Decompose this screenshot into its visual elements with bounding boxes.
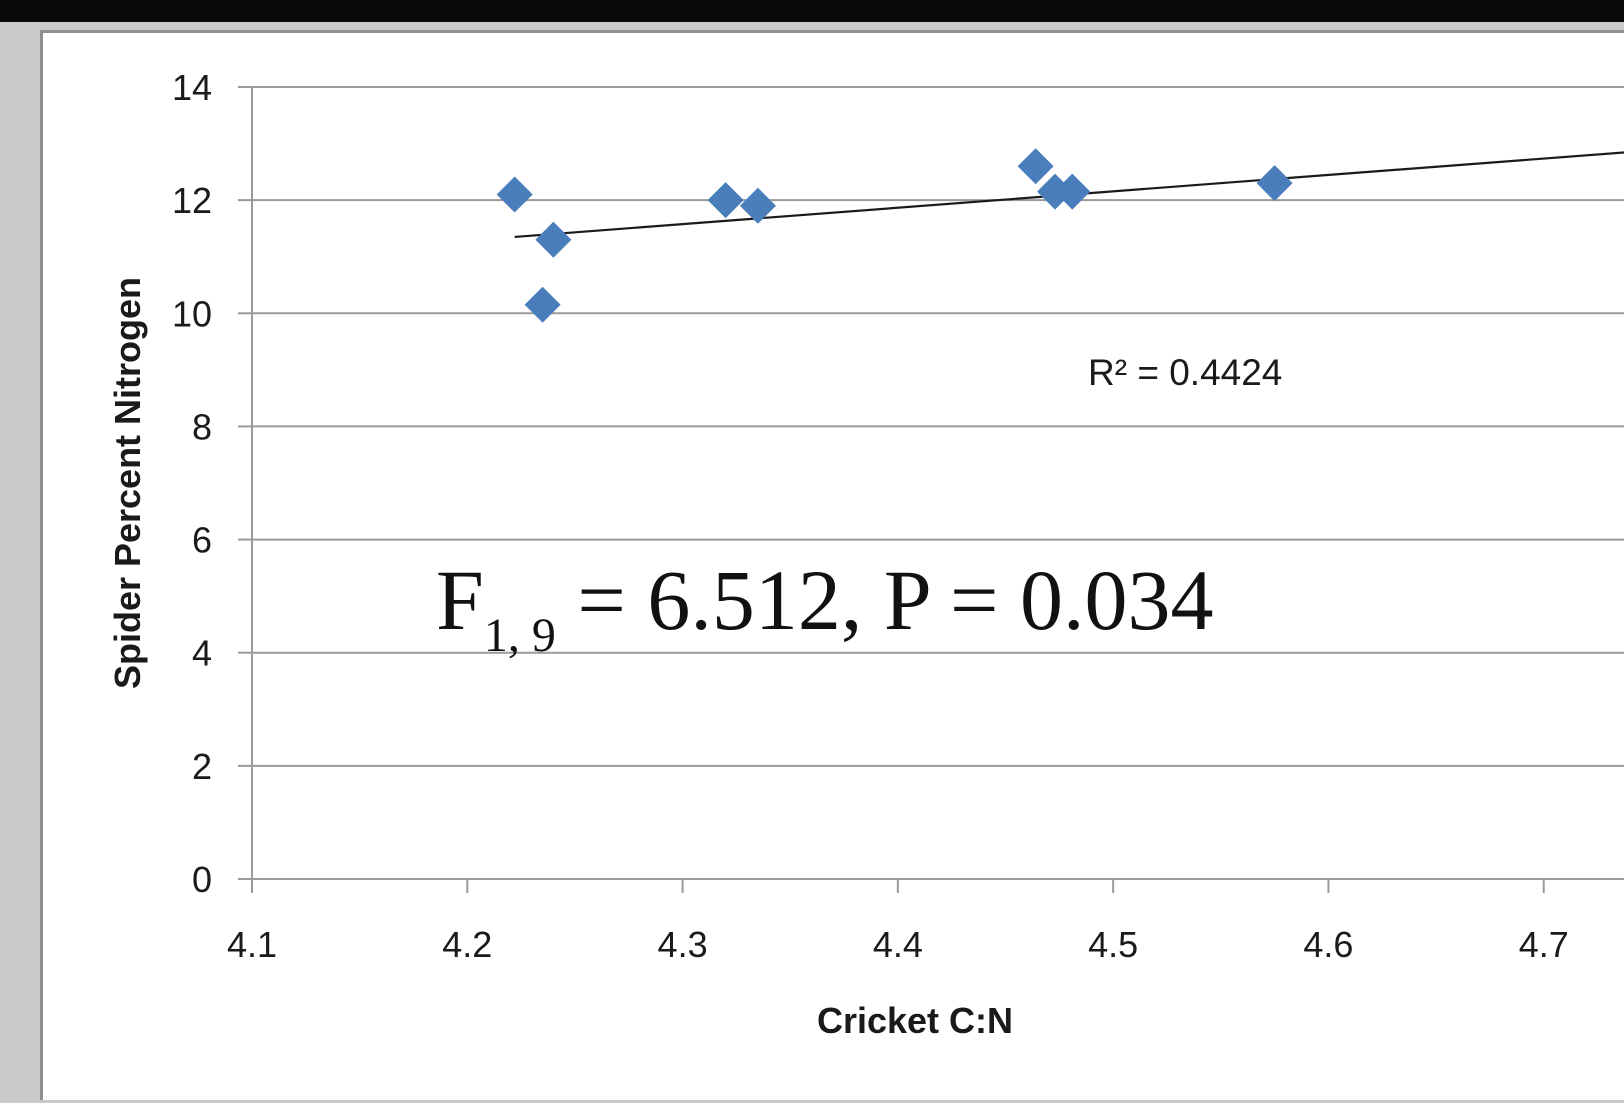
x-tick-label: 4.5 [1088, 924, 1138, 965]
stat-degrees-of-freedom: 1, 9 [484, 609, 556, 662]
y-tick-label: 4 [192, 633, 212, 674]
x-tick-label: 4.2 [442, 924, 492, 965]
y-tick-label: 14 [172, 67, 212, 108]
y-tick-label: 2 [192, 746, 212, 787]
x-tick-label: 4.6 [1303, 924, 1353, 965]
y-tick-label: 12 [172, 180, 212, 221]
x-tick-label: 4.4 [873, 924, 923, 965]
gridlines [252, 86, 1624, 767]
y-tick-label: 10 [172, 293, 212, 334]
axes [238, 86, 1624, 893]
data-point [707, 182, 744, 219]
x-tick-label: 4.1 [227, 924, 277, 965]
y-tick-label: 6 [192, 520, 212, 561]
trendline-layer [514, 151, 1624, 239]
y-tick-label: 8 [192, 406, 212, 447]
x-tick-label: 4.3 [658, 924, 708, 965]
x-axis-title: Cricket C:N [817, 1000, 1013, 1041]
window-top-bar [0, 0, 1624, 22]
data-point [1017, 148, 1054, 185]
data-point [524, 286, 561, 323]
trendline [514, 151, 1624, 239]
x-tick-labels: 4.14.24.34.44.54.64.74.8 [227, 924, 1569, 965]
data-point [739, 187, 776, 224]
y-tick-label: 0 [192, 859, 212, 900]
r-squared-label: R² = 0.4424 [1088, 352, 1282, 393]
data-point [1256, 165, 1293, 202]
f-test-statistic: F1, 9 = 6.512, P = 0.034 [436, 552, 1213, 662]
data-point [1054, 173, 1091, 210]
y-axis-title: Spider Percent Nitrogen [107, 277, 148, 689]
data-points [496, 148, 1293, 323]
data-point [496, 176, 533, 213]
stat-f-label: F [436, 552, 484, 648]
data-point [535, 221, 572, 258]
y-tick-labels: 0 2 4 6 8 10 12 14 [172, 67, 212, 900]
stat-values: = 6.512, P = 0.034 [556, 552, 1214, 648]
x-tick-label: 4.7 [1519, 924, 1569, 965]
